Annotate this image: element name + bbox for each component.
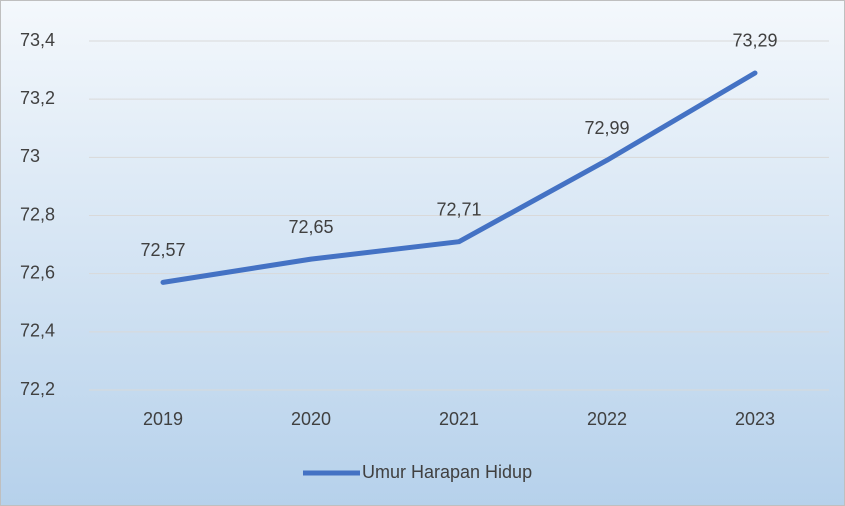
y-tick-label: 73 [20, 146, 40, 166]
y-tick-label: 72,4 [20, 321, 55, 341]
x-tick-label: 2019 [143, 409, 183, 429]
x-tick-label: 2022 [587, 409, 627, 429]
x-tick-label: 2020 [291, 409, 331, 429]
y-tick-label: 72,6 [20, 262, 55, 282]
y-tick-label: 73,2 [20, 88, 55, 108]
y-tick-label: 72,8 [20, 204, 55, 224]
data-line [160, 70, 758, 285]
data-label: 72,71 [436, 199, 481, 219]
legend-label: Umur Harapan Hidup [362, 462, 532, 482]
data-label: 73,29 [732, 31, 777, 51]
data-label: 72,57 [140, 240, 185, 260]
x-tick-label: 2021 [439, 409, 479, 429]
data-label: 72,99 [584, 118, 629, 138]
x-tick-label: 2023 [735, 409, 775, 429]
y-tick-label: 72,2 [20, 379, 55, 399]
data-label: 72,65 [288, 217, 333, 237]
y-tick-label: 73,4 [20, 30, 55, 50]
